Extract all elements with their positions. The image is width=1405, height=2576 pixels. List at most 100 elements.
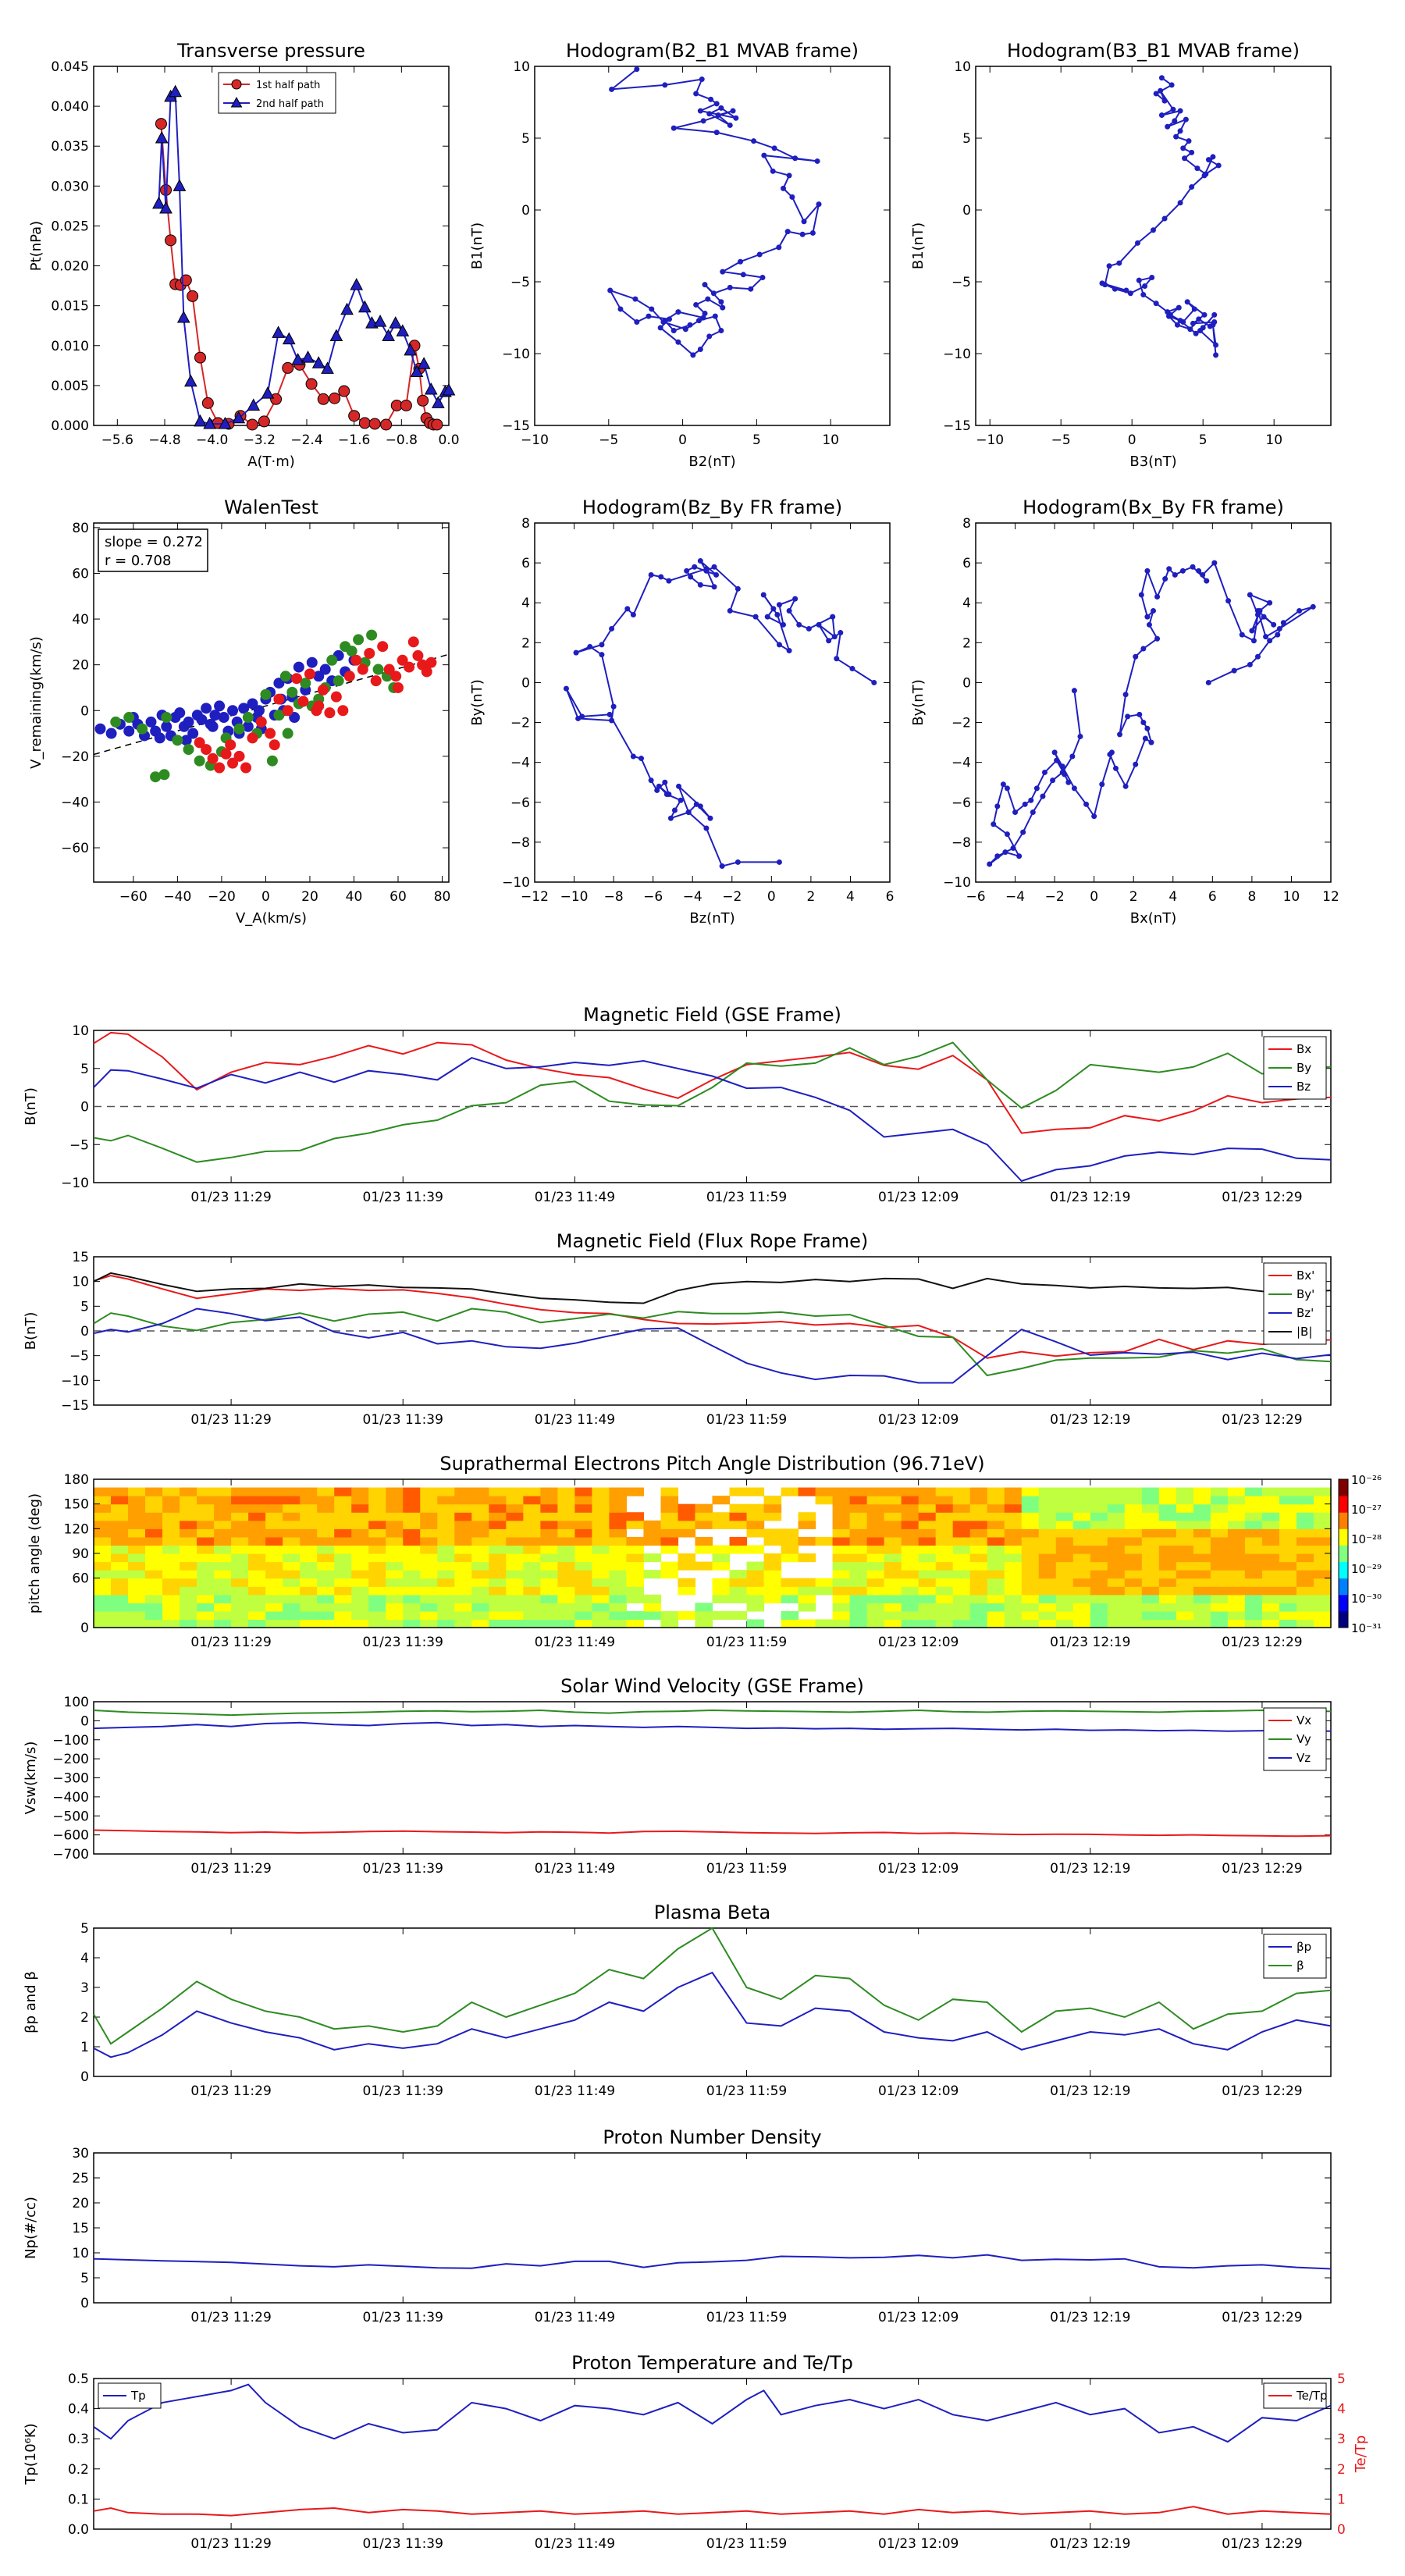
heatmap-cell xyxy=(1244,1496,1263,1505)
series-line xyxy=(93,1971,1332,2058)
heatmap-cell xyxy=(1313,1553,1332,1563)
scatter-point xyxy=(412,649,424,661)
data-marker xyxy=(1149,274,1155,280)
heatmap-cell xyxy=(849,1553,868,1563)
data-marker xyxy=(382,329,395,342)
data-marker xyxy=(1190,564,1196,570)
heatmap-cell xyxy=(1193,1570,1211,1579)
x-tick-label: 01/23 11:29 xyxy=(190,2310,271,2325)
scatter-point xyxy=(370,675,382,687)
heatmap-cell xyxy=(832,1553,851,1563)
heatmap-cell xyxy=(832,1603,851,1612)
data-marker xyxy=(1151,607,1156,614)
data-marker xyxy=(1151,227,1156,233)
data-marker xyxy=(1201,311,1208,318)
heatmap-cell xyxy=(351,1545,369,1554)
heatmap-cell xyxy=(386,1586,404,1596)
panel-title: Magnetic Field (GSE Frame) xyxy=(583,1004,841,1026)
heatmap-cell xyxy=(386,1578,404,1587)
timeseries-panel-2: Suprathermal Electrons Pitch Angle Distr… xyxy=(27,1453,1382,1650)
heatmap-cell xyxy=(368,1578,386,1587)
heatmap-cell xyxy=(180,1528,197,1538)
heatmap-cell xyxy=(1296,1578,1314,1587)
heatmap-cell xyxy=(1038,1610,1057,1621)
heatmap-cell xyxy=(248,1545,266,1554)
heatmap-cell xyxy=(1141,1594,1160,1603)
heatmap-cell xyxy=(111,1594,129,1603)
heatmap-cell xyxy=(574,1619,593,1628)
data-marker xyxy=(1280,620,1286,626)
heatmap-cell xyxy=(1090,1578,1108,1587)
heatmap-cell xyxy=(969,1570,988,1579)
heatmap-cell xyxy=(1261,1586,1280,1596)
colorbar-segment xyxy=(1339,1578,1348,1596)
heatmap-cell xyxy=(334,1553,352,1563)
heatmap-cell xyxy=(609,1586,628,1596)
heatmap-cell xyxy=(128,1545,146,1554)
heatmap-cell xyxy=(1004,1586,1023,1596)
data-marker xyxy=(702,282,708,288)
heatmap-cell xyxy=(283,1610,301,1621)
heatmap-cell xyxy=(729,1503,748,1513)
heatmap-cell xyxy=(1055,1528,1074,1538)
x-tick-label: 20 xyxy=(301,889,318,905)
data-marker xyxy=(786,607,792,614)
x-tick-label: 01/23 12:19 xyxy=(1050,1861,1130,1877)
data-marker xyxy=(1197,328,1204,334)
heatmap-cell xyxy=(866,1586,885,1596)
heatmap-cell xyxy=(866,1553,885,1563)
heatmap-cell xyxy=(884,1578,902,1587)
data-marker xyxy=(1170,106,1176,112)
panel-title: Hodogram(B2_B1 MVAB frame) xyxy=(566,40,859,62)
x-tick-label: 01/23 11:49 xyxy=(535,1190,615,1205)
data-marker xyxy=(1254,612,1261,618)
heatmap-cell xyxy=(1261,1520,1280,1529)
heatmap-cell xyxy=(952,1536,971,1546)
data-marker xyxy=(1182,155,1188,162)
heatmap-cell xyxy=(1141,1570,1160,1579)
data-marker xyxy=(634,319,640,326)
heatmap-cell xyxy=(729,1520,748,1529)
heatmap-cell xyxy=(884,1536,902,1546)
data-marker xyxy=(1179,568,1186,574)
scatter-point xyxy=(220,748,232,760)
data-marker xyxy=(155,130,169,144)
y-tick-label: −10 xyxy=(943,347,971,362)
heatmap-cell xyxy=(351,1603,369,1612)
heatmap-cell xyxy=(437,1545,455,1554)
heatmap-cell xyxy=(1090,1619,1108,1628)
heatmap-cell xyxy=(351,1586,369,1596)
heatmap-cell xyxy=(832,1512,851,1521)
heatmap-cell xyxy=(574,1512,593,1521)
heatmap-cell xyxy=(523,1578,541,1587)
heatmap-cell xyxy=(1227,1586,1246,1596)
data-marker xyxy=(831,634,838,640)
data-marker xyxy=(727,284,733,290)
heatmap-cell xyxy=(162,1594,180,1603)
y-tick-label: 5 xyxy=(962,131,971,147)
x-tick-label: 01/23 12:19 xyxy=(1050,2083,1130,2099)
heatmap-cell xyxy=(918,1578,937,1587)
heatmap-cell xyxy=(386,1487,404,1496)
heatmap-cell xyxy=(729,1578,748,1587)
heatmap-cell xyxy=(489,1594,507,1603)
data-marker xyxy=(662,779,668,785)
heatmap-cell xyxy=(334,1594,352,1603)
heatmap-cell xyxy=(1313,1594,1332,1603)
heatmap-cell xyxy=(678,1512,696,1521)
heatmap-cell xyxy=(197,1503,215,1513)
heatmap-cell xyxy=(214,1561,232,1571)
y-tick-label: −2 xyxy=(510,716,530,731)
scatter-point xyxy=(304,668,315,680)
heatmap-cell xyxy=(1090,1570,1108,1579)
scatter-point xyxy=(183,744,194,756)
plot-frame xyxy=(975,66,1332,426)
heatmap-cell xyxy=(1313,1619,1332,1628)
heatmap-cell xyxy=(111,1503,129,1513)
y-tick-label-right: 2 xyxy=(1337,2462,1346,2478)
heatmap-cell xyxy=(609,1487,628,1496)
data-marker xyxy=(1000,781,1006,788)
y-tick-label: −10 xyxy=(61,1176,89,1191)
heatmap-cell xyxy=(231,1619,249,1628)
heatmap-cell xyxy=(128,1536,146,1546)
